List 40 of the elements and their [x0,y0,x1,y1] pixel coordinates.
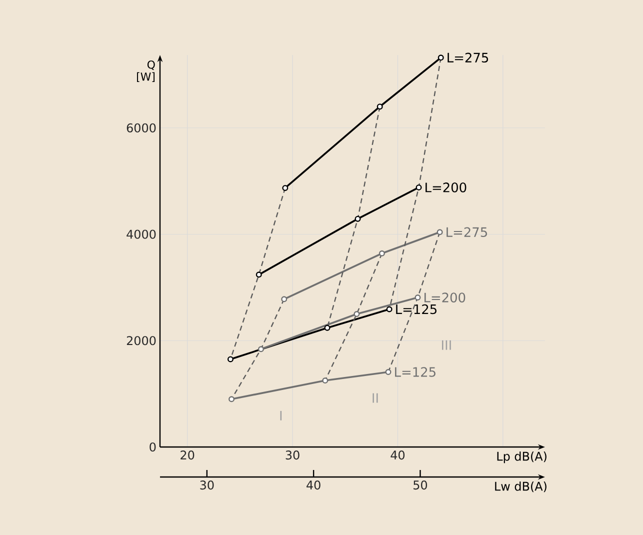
point [258,346,264,352]
point [228,396,235,402]
point [354,216,361,222]
point [436,229,443,236]
x-axis-title: Lp dB(A) [497,452,546,464]
x2-axis-title: Lw dB(A) [495,482,546,492]
y-tick-label: 0 [150,442,156,452]
point [416,184,422,190]
point [227,356,234,362]
point [414,294,421,301]
series-label: L=275 [446,227,487,238]
annotation: I [280,410,282,420]
x2-tick-label: 30 [200,480,214,490]
point [256,272,262,278]
point [385,369,392,375]
y-tick-label: 2000 [126,336,156,346]
point [438,54,444,61]
point [354,311,360,318]
point [322,378,328,384]
annotation: II [372,393,378,403]
point [282,184,288,191]
x-tick-label: 20 [180,450,194,460]
x2-tick-label: 50 [414,480,428,490]
y-tick-label: 6000 [126,123,156,132]
point [324,324,330,331]
point [281,296,288,302]
point [378,250,385,256]
x2-tick-label: 40 [306,480,320,490]
annotation: III [442,340,451,350]
series-label: L=125 [396,304,436,314]
x-tick-label: 30 [286,450,300,460]
point [386,306,392,312]
x-tick-label: 40 [390,450,405,460]
y-tick-label: 4000 [126,230,156,239]
series-label: L=200 [424,292,466,302]
series-label: L=275 [448,52,488,63]
point [376,104,383,110]
series-label: L=200 [426,182,466,192]
y-axis-title: Q [W] [137,60,155,82]
series-label: L=125 [395,367,436,377]
